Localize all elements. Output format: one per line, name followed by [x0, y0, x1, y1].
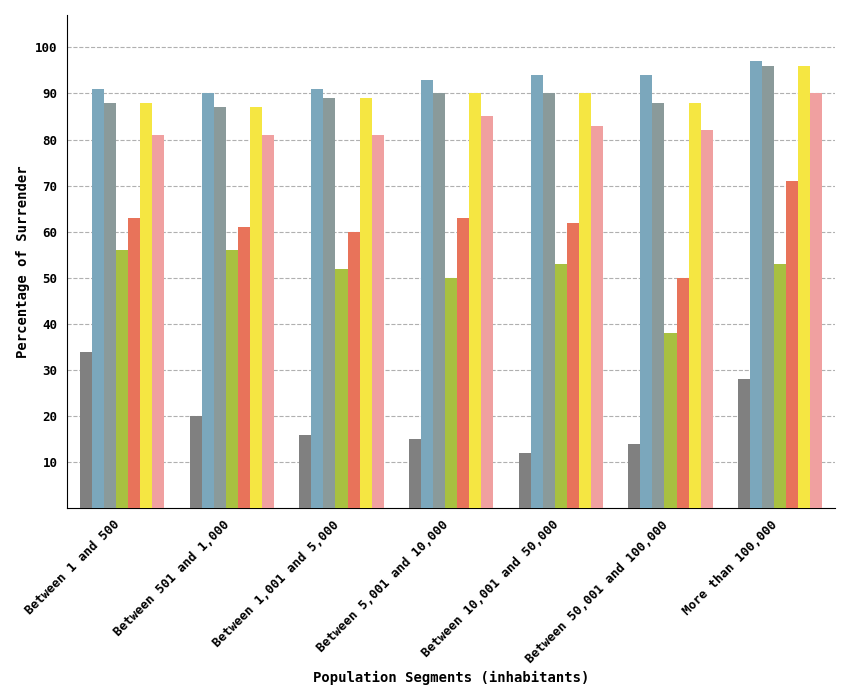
- Bar: [262, 135, 274, 508]
- Bar: [360, 98, 371, 508]
- Bar: [116, 250, 128, 508]
- Bar: [336, 269, 348, 508]
- Bar: [688, 103, 700, 508]
- Bar: [640, 75, 653, 508]
- Bar: [567, 223, 579, 508]
- X-axis label: Population Segments (inhabitants): Population Segments (inhabitants): [313, 671, 589, 685]
- Bar: [798, 66, 810, 508]
- Bar: [750, 61, 762, 508]
- Bar: [80, 351, 92, 508]
- Bar: [201, 93, 213, 508]
- Bar: [92, 89, 104, 508]
- Bar: [226, 250, 238, 508]
- Bar: [433, 93, 445, 508]
- Bar: [457, 218, 469, 508]
- Bar: [213, 107, 226, 508]
- Bar: [140, 103, 152, 508]
- Bar: [469, 93, 481, 508]
- Bar: [677, 278, 688, 508]
- Bar: [579, 93, 591, 508]
- Bar: [445, 278, 457, 508]
- Y-axis label: Percentage of Surrender: Percentage of Surrender: [15, 165, 30, 358]
- Bar: [518, 453, 530, 508]
- Bar: [371, 135, 383, 508]
- Bar: [421, 80, 433, 508]
- Bar: [481, 116, 493, 508]
- Bar: [665, 333, 677, 508]
- Bar: [628, 444, 640, 508]
- Bar: [238, 228, 250, 508]
- Bar: [530, 75, 542, 508]
- Bar: [738, 379, 750, 508]
- Bar: [810, 93, 823, 508]
- Bar: [348, 232, 360, 508]
- Bar: [653, 103, 665, 508]
- Bar: [190, 416, 201, 508]
- Bar: [250, 107, 262, 508]
- Bar: [311, 89, 323, 508]
- Bar: [786, 181, 798, 508]
- Bar: [542, 93, 555, 508]
- Bar: [128, 218, 140, 508]
- Bar: [700, 130, 712, 508]
- Bar: [409, 440, 421, 508]
- Bar: [591, 126, 603, 508]
- Bar: [762, 66, 774, 508]
- Bar: [555, 264, 567, 508]
- Bar: [774, 264, 786, 508]
- Bar: [152, 135, 164, 508]
- Bar: [299, 435, 311, 508]
- Bar: [323, 98, 336, 508]
- Bar: [104, 103, 116, 508]
